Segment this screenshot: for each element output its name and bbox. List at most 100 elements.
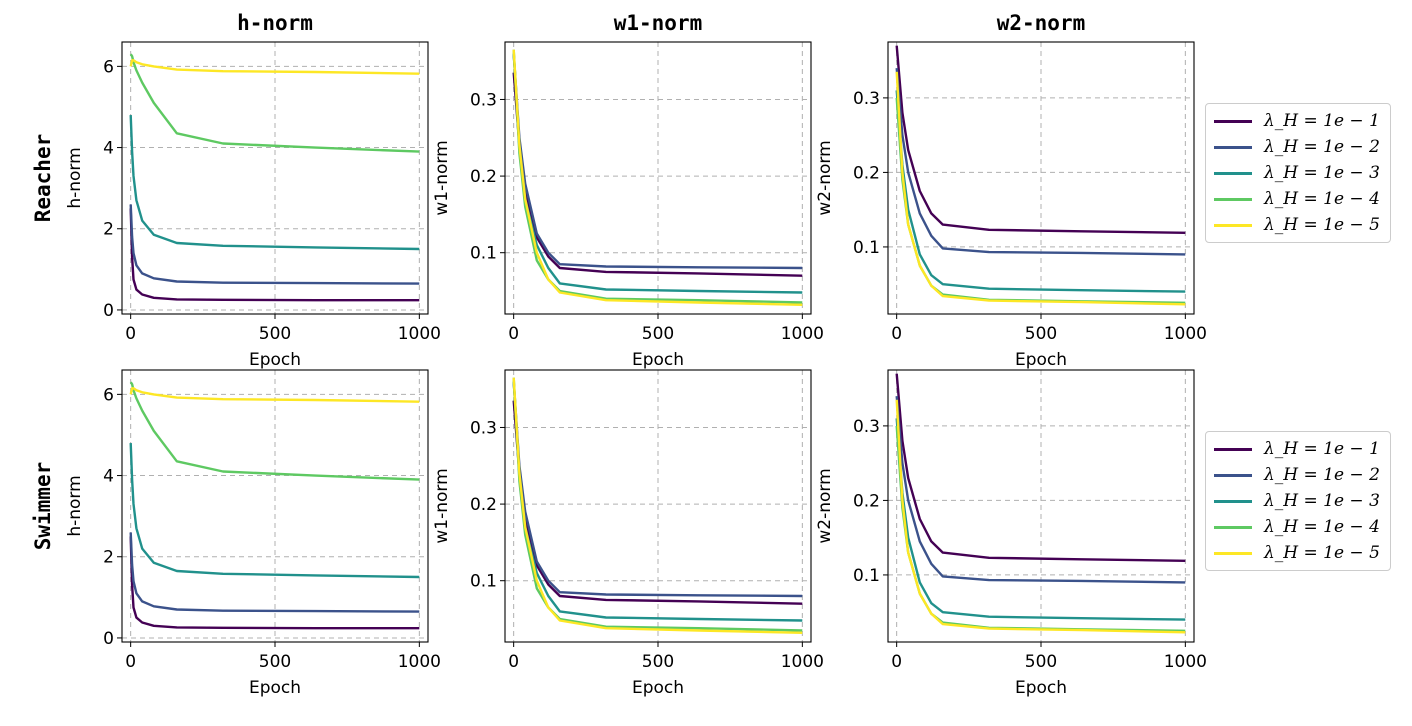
x-tick-label: 1000 — [781, 324, 824, 344]
row-label: Swimmer — [31, 462, 55, 551]
x-axis-label: Epoch — [632, 350, 684, 370]
legend-label: λ_H = 1e − 4 — [1264, 189, 1380, 209]
series-line — [129, 536, 420, 630]
y-tick-label: 0.3 — [853, 417, 880, 437]
y-tick-label: 0 — [103, 301, 114, 321]
y-axis-label: w1-norm — [432, 468, 452, 543]
legend-swatch — [1214, 197, 1252, 201]
legend-item: λ_H = 1e − 2 — [1206, 134, 1390, 160]
x-tick-label: 500 — [642, 324, 674, 344]
legend-item: λ_H = 1e − 4 — [1206, 186, 1390, 212]
series-line — [895, 395, 1186, 584]
panel: 0 500 1000 0.1 0.2 0.3 Epoch w2-norm — [815, 369, 1207, 698]
y-tick-label: 2 — [103, 220, 114, 240]
legend-label: λ_H = 1e − 2 — [1264, 137, 1380, 157]
legend-item: λ_H = 1e − 1 — [1206, 436, 1390, 462]
y-tick-label: 6 — [103, 385, 114, 405]
series-line — [129, 208, 420, 302]
panel: 0 500 1000 0 2 4 6 Epoch h-norm — [65, 369, 441, 698]
row-label: Reacher — [31, 134, 55, 223]
x-tick-label: 0 — [508, 324, 519, 344]
series-line — [895, 373, 1186, 562]
legend-label: λ_H = 1e − 5 — [1264, 215, 1380, 235]
series-line — [895, 97, 1186, 304]
legend-item: λ_H = 1e − 3 — [1206, 160, 1390, 186]
x-axis-label: Epoch — [1015, 350, 1067, 370]
legend-item: λ_H = 1e − 3 — [1206, 488, 1390, 514]
legend-label: λ_H = 1e − 4 — [1264, 517, 1380, 537]
x-axis-label: Epoch — [249, 678, 301, 698]
y-tick-label: 0.2 — [470, 167, 497, 187]
y-axis-label: h-norm — [65, 147, 85, 208]
x-axis-label: Epoch — [632, 678, 684, 698]
legend-label: λ_H = 1e − 1 — [1264, 111, 1380, 131]
series-line — [895, 67, 1186, 256]
legend-label: λ_H = 1e − 3 — [1264, 163, 1380, 183]
legend-swatch — [1214, 499, 1252, 503]
series-line — [129, 443, 420, 579]
series-line — [129, 204, 420, 285]
legend-top: λ_H = 1e − 1 λ_H = 1e − 2 λ_H = 1e − 3 λ… — [1205, 103, 1391, 243]
x-tick-label: 1000 — [1164, 324, 1207, 344]
y-axis-label: w1-norm — [432, 140, 452, 215]
x-axis-label: Epoch — [249, 350, 301, 370]
y-tick-label: 6 — [103, 57, 114, 77]
y-tick-label: 0.3 — [853, 89, 880, 109]
legend-swatch — [1214, 119, 1252, 123]
x-tick-label: 500 — [259, 652, 291, 672]
x-tick-label: 1000 — [398, 324, 441, 344]
y-tick-label: 0.2 — [853, 163, 880, 183]
y-tick-label: 0 — [103, 629, 114, 649]
legend-label: λ_H = 1e − 3 — [1264, 491, 1380, 511]
legend-swatch — [1214, 447, 1252, 451]
y-tick-label: 4 — [103, 467, 114, 487]
series-line — [512, 377, 803, 634]
legend-label: λ_H = 1e − 5 — [1264, 543, 1380, 563]
y-tick-label: 0.1 — [853, 238, 880, 258]
y-tick-label: 2 — [103, 548, 114, 568]
x-tick-label: 500 — [1025, 652, 1057, 672]
legend-bottom: λ_H = 1e − 1 λ_H = 1e − 2 λ_H = 1e − 3 λ… — [1205, 431, 1391, 571]
series-line — [512, 49, 803, 306]
x-tick-label: 0 — [891, 324, 902, 344]
legend-swatch — [1214, 473, 1252, 477]
x-tick-label: 1000 — [1164, 652, 1207, 672]
legend-swatch — [1214, 171, 1252, 175]
y-tick-label: 0.3 — [470, 90, 497, 110]
legend-label: λ_H = 1e − 1 — [1264, 439, 1380, 459]
legend-item: λ_H = 1e − 5 — [1206, 540, 1390, 566]
series-line — [512, 400, 803, 605]
y-tick-label: 0.2 — [853, 491, 880, 511]
x-tick-label: 0 — [508, 652, 519, 672]
legend-swatch — [1214, 145, 1252, 149]
y-axis-label: w2-norm — [815, 140, 835, 215]
x-tick-label: 1000 — [781, 652, 824, 672]
x-tick-label: 1000 — [398, 652, 441, 672]
series-line — [129, 387, 420, 403]
series-line — [895, 399, 1186, 634]
column-title: w2-norm — [997, 11, 1086, 35]
x-tick-label: 0 — [125, 652, 136, 672]
series-line — [129, 59, 420, 75]
y-tick-label: 0.1 — [470, 572, 497, 592]
x-tick-label: 0 — [891, 652, 902, 672]
y-tick-label: 0.1 — [470, 244, 497, 264]
series-line — [512, 72, 803, 277]
legend-item: λ_H = 1e − 2 — [1206, 462, 1390, 488]
y-tick-label: 0.3 — [470, 418, 497, 438]
column-title: h-norm — [237, 11, 313, 35]
y-axis-label: h-norm — [65, 475, 85, 536]
y-tick-label: 0.1 — [853, 566, 880, 586]
series-line — [895, 45, 1186, 234]
x-axis-label: Epoch — [1015, 678, 1067, 698]
panel: 0 500 1000 0.1 0.2 0.3 Epoch w1-norm — [432, 41, 824, 370]
y-axis-label: w2-norm — [815, 468, 835, 543]
legend-label: λ_H = 1e − 2 — [1264, 465, 1380, 485]
y-tick-label: 4 — [103, 139, 114, 159]
legend-item: λ_H = 1e − 4 — [1206, 514, 1390, 540]
series-line — [895, 71, 1186, 306]
legend-swatch — [1214, 525, 1252, 529]
x-tick-label: 500 — [642, 652, 674, 672]
y-tick-label: 0.2 — [470, 495, 497, 515]
